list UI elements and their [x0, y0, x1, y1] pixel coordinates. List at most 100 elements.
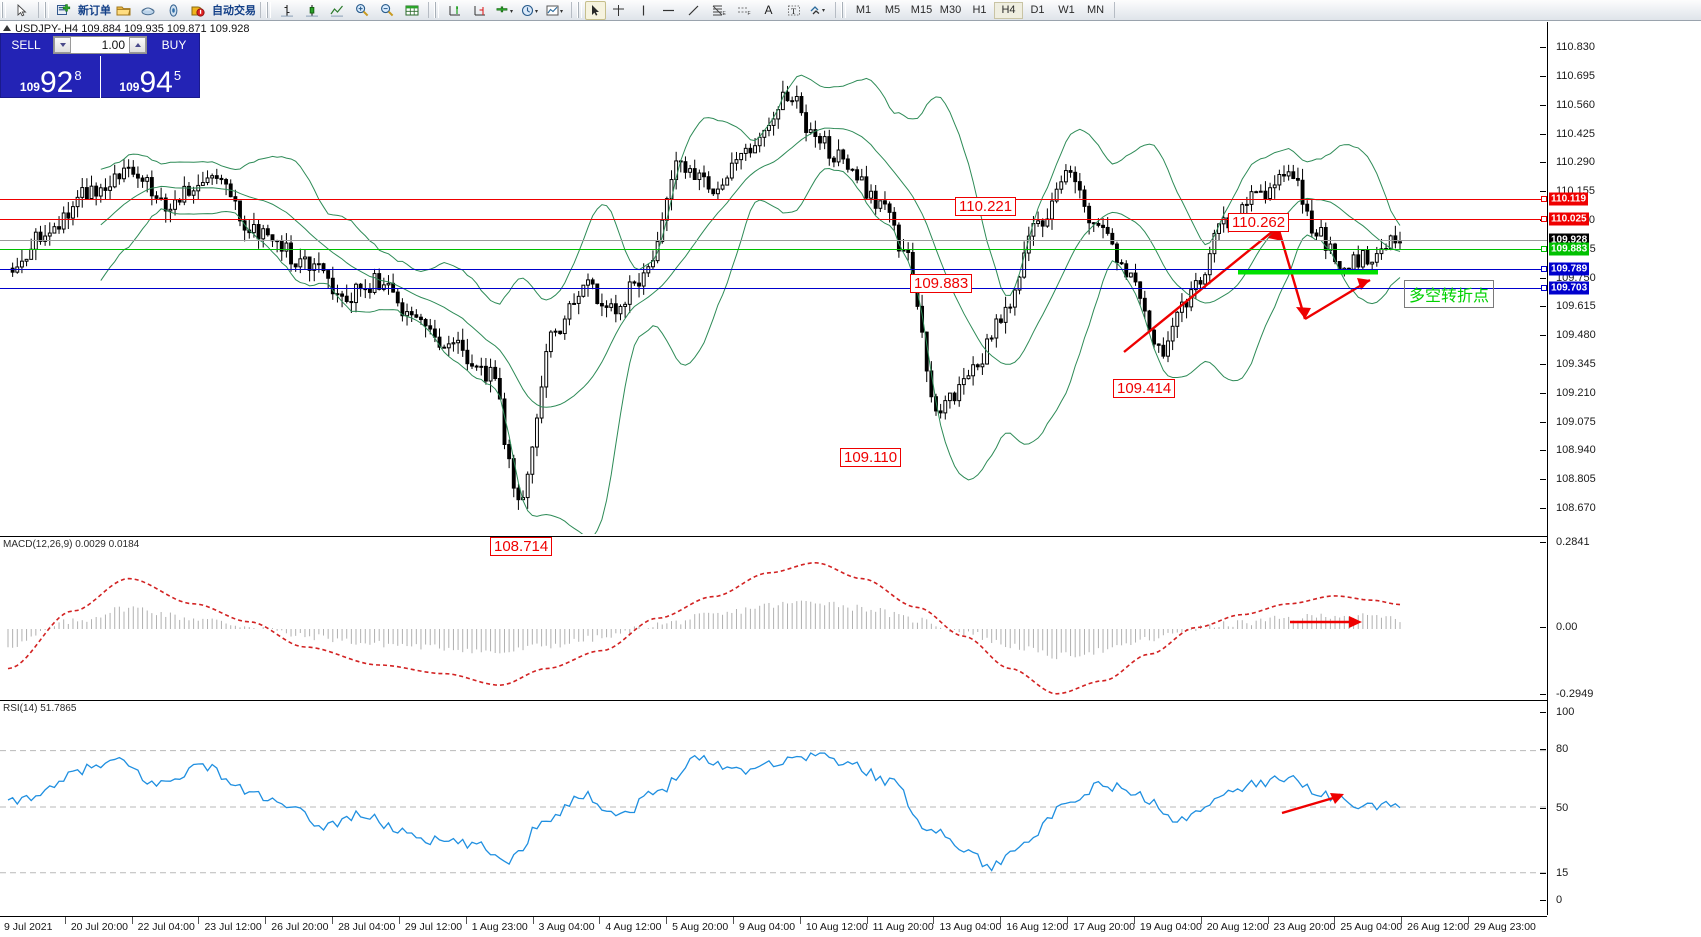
- price-tick-label: 110.695: [1556, 69, 1595, 82]
- zoom-out-icon[interactable]: [374, 1, 399, 20]
- toolbar-grip-6[interactable]: [841, 2, 846, 18]
- cursor-arrow-icon[interactable]: [9, 1, 34, 20]
- price-tick-mark: [1540, 364, 1546, 365]
- level-line-handle[interactable]: [1541, 266, 1547, 273]
- sell-button[interactable]: SELL: [11, 38, 41, 52]
- draw-tools-icon[interactable]: [806, 1, 831, 20]
- toolbar-grip-4[interactable]: [434, 2, 439, 18]
- folder-icon[interactable]: [111, 1, 136, 20]
- price-axis[interactable]: 110.830 110.695 110.560 110.425 110.290 110.1…: [0, 22, 1701, 937]
- price-tick-label: 109.480: [1556, 329, 1596, 342]
- volume-input[interactable]: 1.00: [53, 36, 147, 54]
- rsi-tick-label: 50: [1556, 802, 1569, 814]
- line-chart-icon[interactable]: [324, 1, 349, 20]
- templates-icon[interactable]: [542, 1, 567, 20]
- timeframe-m1[interactable]: M1: [855, 4, 872, 16]
- data-grid-icon[interactable]: [399, 1, 424, 20]
- signal-icon[interactable]: [161, 1, 186, 20]
- auto-scroll-icon[interactable]: [467, 1, 492, 20]
- level-line[interactable]: [0, 198, 1547, 200]
- toolbar-grip-5[interactable]: [577, 2, 582, 18]
- hline-icon[interactable]: [656, 1, 681, 20]
- time-tick-label: 20 Aug 12:00: [1206, 921, 1269, 933]
- timeframe-m5[interactable]: M5: [884, 4, 901, 16]
- time-tick-mark: [599, 917, 601, 924]
- chart-up-triangle-icon: [3, 25, 11, 31]
- svg-text:E: E: [722, 11, 726, 17]
- rsi-tick-mark: [1540, 808, 1546, 809]
- candle-chart-icon[interactable]: [299, 1, 324, 20]
- timeframe-mn[interactable]: MN: [1086, 4, 1105, 16]
- period-icon[interactable]: [517, 1, 542, 20]
- bar-chart-icon[interactable]: [274, 1, 299, 20]
- sell-price[interactable]: 109 92 8: [1, 56, 100, 98]
- volume-increment-button[interactable]: [129, 37, 146, 53]
- level-line[interactable]: [0, 269, 1547, 271]
- price-tick-mark: [1540, 162, 1546, 164]
- current-price-line: [0, 239, 1547, 241]
- price-level-tag[interactable]: 110.025: [1549, 212, 1589, 226]
- macd-tick-label: -0.2949: [1556, 688, 1594, 700]
- text-icon[interactable]: A: [764, 3, 773, 17]
- new-order-icon[interactable]: [52, 1, 77, 20]
- toolbar-grip[interactable]: [1, 2, 6, 18]
- level-line-handle[interactable]: [1541, 246, 1547, 253]
- level-line[interactable]: [0, 249, 1547, 251]
- price-annotation-label[interactable]: 108.714: [490, 537, 553, 556]
- price-level-tag[interactable]: 109.789: [1549, 262, 1590, 276]
- timeframe-w1[interactable]: W1: [1058, 4, 1075, 16]
- fibonacci-icon[interactable]: E: [706, 1, 731, 20]
- price-level-tag[interactable]: 109.883: [1549, 242, 1590, 256]
- price-tick-mark: [1540, 191, 1546, 193]
- crosshair-icon[interactable]: [606, 1, 631, 20]
- timeframe-d1[interactable]: D1: [1030, 4, 1045, 16]
- price-annotation-label[interactable]: 109.110: [840, 448, 902, 467]
- price-tick-mark: [1540, 335, 1546, 337]
- indicators-icon[interactable]: [492, 1, 517, 20]
- time-tick-label: 26 Aug 12:00: [1407, 921, 1470, 933]
- zoom-in-icon[interactable]: [349, 1, 374, 20]
- time-tick-mark: [933, 917, 935, 924]
- price-annotation-label[interactable]: 110.262: [1228, 213, 1290, 232]
- level-line[interactable]: [0, 218, 1547, 220]
- level-line-handle[interactable]: [1541, 195, 1547, 202]
- toolbar-grip-2[interactable]: [44, 2, 49, 18]
- chart-shift-icon[interactable]: [442, 1, 467, 20]
- volume-decrement-button[interactable]: [54, 37, 71, 53]
- time-tick-mark: [733, 917, 734, 924]
- autotrading-label[interactable]: 自动交易: [212, 5, 256, 17]
- price-level-tag[interactable]: 109.703: [1549, 281, 1590, 295]
- level-line[interactable]: [0, 287, 1547, 289]
- price-annotation-label[interactable]: 109.414: [1113, 379, 1176, 398]
- price-level-tag[interactable]: 110.119: [1549, 192, 1589, 206]
- price-tick-mark: [1540, 392, 1546, 394]
- chart-area[interactable]: USDJPY-,H4 109.884 109.935 109.871 109.9…: [0, 22, 1701, 937]
- buy-price[interactable]: 109 94 5: [99, 56, 200, 98]
- price-annotation-label[interactable]: 109.883: [910, 274, 973, 293]
- vline-icon[interactable]: [631, 1, 656, 20]
- price-annotation-label[interactable]: 110.221: [955, 197, 1017, 216]
- timeframe-h1[interactable]: H1: [972, 4, 987, 16]
- chinese-text-annotation[interactable]: 多空转折点: [1404, 280, 1495, 308]
- data-window-icon[interactable]: [136, 1, 161, 20]
- time-axis[interactable]: 9 Jul 2021 20 Jul 20:00 22 Jul 04:00 23 Jul…: [0, 916, 1547, 937]
- volume-value[interactable]: 1.00: [101, 38, 125, 52]
- time-tick-label: 10 Aug 12:00: [805, 921, 868, 933]
- timeframe-m15[interactable]: M15: [910, 4, 933, 16]
- channel-icon[interactable]: F: [731, 1, 756, 20]
- buy-button[interactable]: BUY: [161, 38, 187, 52]
- time-tick-mark: [465, 917, 467, 924]
- new-order-label[interactable]: 新订单: [78, 5, 111, 17]
- level-line-handle[interactable]: [1541, 215, 1547, 222]
- autotrading-icon[interactable]: [186, 1, 211, 20]
- level-line-handle[interactable]: [1541, 284, 1547, 291]
- timeframe-h4[interactable]: H4: [994, 1, 1023, 19]
- trendline-icon[interactable]: [681, 1, 706, 20]
- time-tick-mark: [198, 917, 200, 924]
- one-click-trading-panel[interactable]: SELL 1.00 BUY 109 92 8 109 94 5: [0, 33, 200, 98]
- text-label-icon[interactable]: T: [781, 1, 806, 20]
- price-tick-mark: [1540, 133, 1546, 135]
- timeframe-m30[interactable]: M30: [939, 4, 962, 16]
- cursor-icon[interactable]: [585, 0, 606, 20]
- toolbar-grip-3[interactable]: [266, 2, 271, 18]
